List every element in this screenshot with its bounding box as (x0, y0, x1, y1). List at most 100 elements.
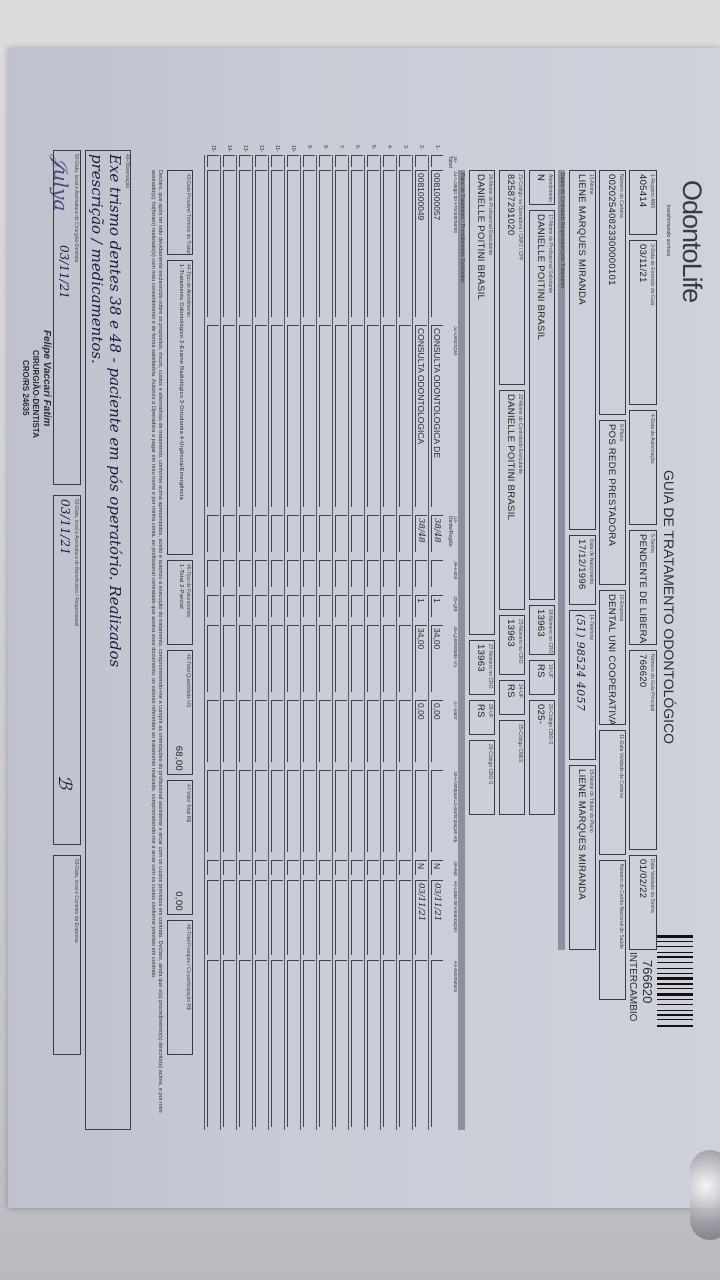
table-cell (207, 325, 219, 507)
column-header: 32-Descrição (452, 326, 457, 356)
phone-field: 14-Telefone (51) 98524 4057 (569, 610, 596, 760)
table-cell (431, 155, 443, 167)
table-cell (255, 770, 267, 852)
plan-holder-field: 15-Nome do Titular do Plano LIENE MARQUES… (569, 765, 596, 950)
table-cell (335, 155, 347, 167)
table-cell (239, 770, 251, 852)
table-cell (383, 170, 395, 317)
executing-cro-field: 27-Número no CRO 13963 (469, 640, 495, 695)
card-number-field: Número da Carteira 00202540823300000101 (599, 170, 626, 415)
requesting-professional-field: 17-Nome do Profissional Solicitante DANIE… (529, 210, 555, 600)
table-cell (335, 560, 347, 587)
table-cell: 0081000057 (431, 170, 443, 317)
table-cell (255, 560, 267, 587)
barcode-bar (657, 981, 693, 982)
table-cell (303, 960, 315, 1127)
table-cell (319, 515, 331, 552)
ans-field: 1-Registro ANS 405414 (629, 170, 657, 235)
barcode-bar (657, 975, 693, 976)
barcode-bar (657, 993, 693, 996)
table-cell (271, 960, 283, 1127)
barcode-bar (657, 939, 693, 940)
column-header: 34-Face (452, 561, 457, 580)
stamp-title: CIRURGIÃO-DENTISTA (31, 350, 40, 438)
table-cell (303, 170, 315, 317)
table-cell (319, 170, 331, 317)
declaration-text: Declaro, que após ter sido devidamente e… (150, 170, 163, 1113)
table-cell (351, 700, 363, 762)
barcode-bar (657, 959, 693, 961)
background-object (690, 1150, 720, 1240)
table-cell (399, 515, 411, 552)
table-cell (367, 960, 379, 1127)
table-cell (319, 770, 331, 852)
uf-field: 19-UF RS (529, 660, 555, 695)
rn-field: Atendimento a RN N (529, 170, 555, 205)
table-cell: 1 (415, 595, 427, 617)
table-cell (287, 880, 299, 955)
table-cell (271, 625, 283, 692)
odontolife-logo: OdontoLife (677, 180, 707, 303)
table-cell (351, 170, 363, 317)
table-cell (207, 595, 219, 617)
table-cell (303, 515, 315, 552)
birth-date-field: Data de Nascimento 17/12/1996 (569, 535, 596, 605)
table-cell (399, 860, 411, 875)
guide-type: INTERCAMBIO (627, 952, 638, 1022)
table-cell (255, 515, 267, 552)
table-row: 14- (220, 145, 237, 1130)
row-number: 9- (306, 145, 312, 150)
table-cell (367, 515, 379, 552)
table-row: 1- 0081000057 CONSULTA ODONTOLOGICA DE 38/4… (428, 145, 445, 1130)
table-cell: N (415, 860, 427, 875)
table-cell: CONSULTA ODONTOLOGICA (415, 325, 427, 507)
table-cell (335, 595, 347, 617)
table-cell: N (431, 860, 443, 875)
table-cell (383, 595, 395, 617)
table-cell (399, 700, 411, 762)
barcode-bar (657, 990, 693, 992)
row-number: 7- (338, 145, 344, 150)
table-cell (351, 515, 363, 552)
table-row: 3- (396, 145, 413, 1130)
stamp-cro: CRO/RS 24635 (21, 360, 30, 416)
table-cell (287, 960, 299, 1127)
table-cell: 34,00 (415, 625, 427, 692)
table-cell (367, 155, 379, 167)
barcode-bar (657, 1028, 693, 1029)
table-cell (239, 595, 251, 617)
barcode-bar (657, 999, 693, 1000)
table-cell (303, 595, 315, 617)
table-cell (207, 155, 219, 167)
barcode-bar (657, 1014, 693, 1016)
table-cell (207, 700, 219, 762)
table-cell (431, 560, 443, 587)
table-cell (351, 625, 363, 692)
table-cell (303, 155, 315, 167)
table-cell (335, 325, 347, 507)
table-cell (271, 860, 283, 875)
barcode-bar (657, 983, 693, 985)
company-stamp-field: 53-Data, local e Carimbo da Empresa (53, 855, 81, 1055)
barcode-bar (657, 988, 693, 989)
beneficiary-signature-field: 52-Data, local e Assinatura do Beneficiá… (53, 495, 81, 845)
table-cell: CONSULTA ODONTOLOGICA DE (431, 325, 443, 507)
barcode-bar (657, 1025, 693, 1027)
table-cell (383, 560, 395, 587)
plan-field: 9-Plano POS REDE PRESTADORA (599, 420, 626, 585)
table-cell (207, 880, 219, 955)
table-cell (399, 325, 411, 507)
column-header: 37-Valor (452, 701, 457, 720)
column-header: 39-Aut (452, 861, 457, 876)
table-row: 5- (364, 145, 381, 1130)
page-title: GUIA DE TRATAMENTO ODONTOLÓGICO (661, 470, 677, 745)
barcode-bar (657, 1017, 693, 1018)
row-number: 2- (418, 145, 424, 150)
table-cell (223, 880, 235, 955)
table-cell (335, 625, 347, 692)
table-cell (303, 880, 315, 955)
column-header: 30-Tabela (446, 156, 457, 168)
table-cell (239, 515, 251, 552)
table-cell (287, 700, 299, 762)
table-cell (303, 860, 315, 875)
